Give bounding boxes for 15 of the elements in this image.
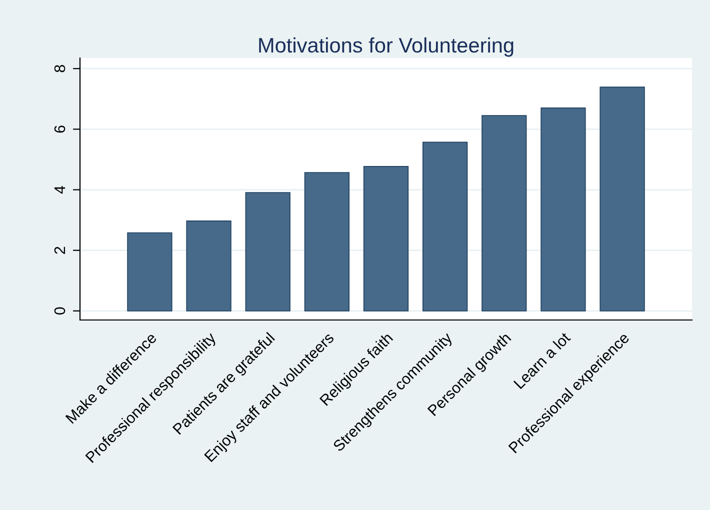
bar <box>482 115 527 312</box>
bar <box>186 220 232 312</box>
bar <box>363 166 409 312</box>
bar <box>127 232 172 312</box>
y-tick-label: 6 <box>54 126 66 133</box>
bar <box>600 86 645 312</box>
y-tick-label: 2 <box>54 246 66 254</box>
bar <box>304 172 350 312</box>
y-tick-label: 0 <box>54 307 66 315</box>
bar <box>245 192 290 312</box>
y-tick-label: 4 <box>54 186 66 194</box>
y-tick-label: 8 <box>54 65 66 72</box>
bar <box>422 142 468 312</box>
bar <box>540 108 586 312</box>
chart-title: Motivations for Volunteering <box>259 37 514 57</box>
